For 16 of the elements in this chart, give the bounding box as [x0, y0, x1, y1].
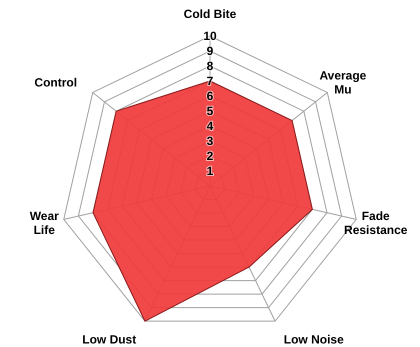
y-tick-label: 10 — [203, 29, 217, 44]
spoke-label: Wear Life — [30, 208, 60, 237]
y-tick-label: 2 — [206, 149, 214, 164]
spoke-label: Average Mu — [319, 68, 367, 96]
spoke-label: Low Noise — [284, 332, 344, 347]
spoke-label: Control — [34, 76, 78, 90]
y-tick-label: 3 — [206, 134, 214, 148]
spoke-label: Fade Resistance — [344, 208, 408, 237]
y-tick-label: 9 — [206, 44, 214, 58]
spoke-label: Cold Bite — [184, 7, 237, 21]
y-tick-label: 5 — [206, 104, 214, 118]
y-tick-label: 8 — [206, 59, 214, 74]
spoke-label: Low Dust — [82, 332, 136, 347]
y-tick-label: 1 — [206, 164, 214, 178]
y-tick-label: 6 — [206, 89, 214, 104]
y-tick-label: 4 — [206, 119, 214, 134]
